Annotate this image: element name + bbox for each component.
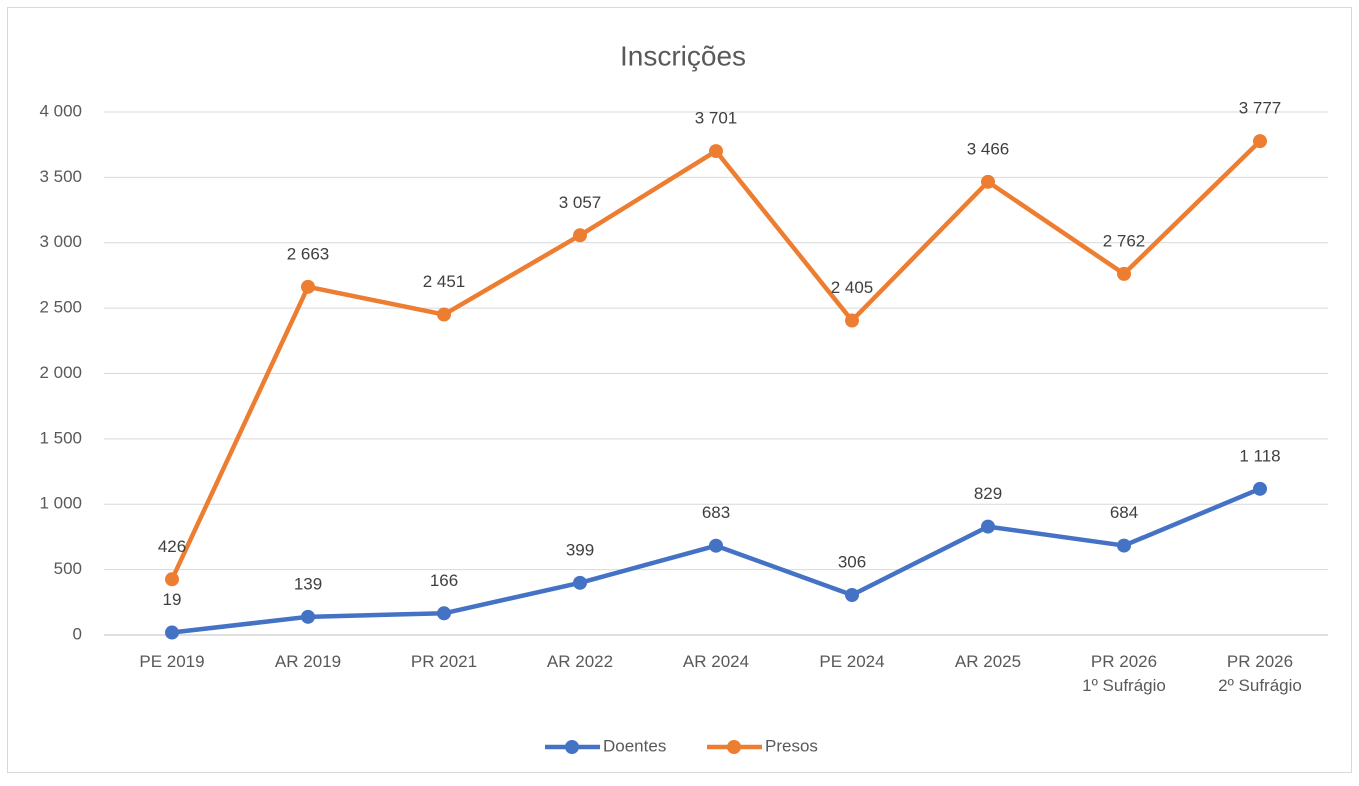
legend-marker — [727, 740, 741, 754]
y-tick-label: 3 000 — [39, 232, 82, 251]
data-label: 3 701 — [695, 109, 738, 128]
data-label: 2 762 — [1103, 231, 1146, 250]
point — [301, 609, 315, 624]
y-tick-label: 3 500 — [39, 167, 82, 186]
x-tick-label: PR 2026 2º Sufrágio — [1218, 652, 1302, 695]
data-label: 19 — [163, 590, 182, 609]
data-label: 399 — [566, 540, 594, 559]
x-tick-line: PR 2026 — [1227, 652, 1293, 671]
legend-marker — [565, 740, 579, 754]
x-tick-line: PR 2021 — [411, 652, 477, 671]
data-label: 2 405 — [831, 278, 874, 297]
y-tick-label: 2 000 — [39, 363, 82, 382]
point — [845, 587, 859, 602]
point — [981, 519, 995, 534]
x-tick-label: AR 2024 — [683, 652, 749, 671]
y-tick-label: 2 500 — [39, 298, 82, 317]
y-tick-label: 1 000 — [39, 494, 82, 513]
x-tick-line: PE 2019 — [139, 652, 204, 671]
data-label: 683 — [702, 503, 730, 522]
x-tick-label: PR 2026 1º Sufrágio — [1082, 652, 1166, 695]
legend-label: Doentes — [603, 736, 666, 755]
x-tick-label: AR 2019 — [275, 652, 341, 671]
data-label: 2 663 — [287, 244, 330, 263]
y-tick-label: 0 — [73, 624, 82, 643]
point — [1117, 266, 1131, 281]
data-label: 684 — [1110, 503, 1138, 522]
point — [1253, 481, 1267, 496]
data-label: 1 118 — [1239, 446, 1280, 465]
x-tick-line: 1º Sufrágio — [1082, 676, 1166, 695]
point — [709, 144, 723, 159]
data-label: 139 — [294, 574, 322, 593]
chart-border — [7, 7, 1352, 773]
data-label: 306 — [838, 552, 866, 571]
x-tick-label: AR 2022 — [547, 652, 613, 671]
point — [1117, 538, 1131, 553]
y-tick-label: 500 — [54, 559, 82, 578]
y-tick-label: 1 500 — [39, 428, 82, 447]
x-tick-label: AR 2025 — [955, 652, 1021, 671]
point — [573, 575, 587, 590]
point — [165, 625, 179, 640]
data-label: 2 451 — [423, 272, 466, 291]
x-tick-line: 2º Sufrágio — [1218, 676, 1302, 695]
point — [573, 228, 587, 243]
point — [437, 606, 451, 621]
x-tick-line: PR 2026 — [1091, 652, 1157, 671]
point — [1253, 134, 1267, 149]
x-tick-line: PE 2024 — [819, 652, 884, 671]
x-tick-label: PE 2024 — [819, 652, 884, 671]
point — [301, 279, 315, 294]
data-label: 3 466 — [967, 139, 1010, 158]
x-tick-line: AR 2025 — [955, 652, 1021, 671]
point — [981, 174, 995, 189]
point — [165, 572, 179, 587]
x-tick-label: PR 2021 — [411, 652, 477, 671]
chart-title: Inscrições — [620, 40, 746, 71]
x-tick-label: PE 2019 — [139, 652, 204, 671]
data-label: 3 777 — [1239, 99, 1282, 118]
x-tick-line: AR 2019 — [275, 652, 341, 671]
data-label: 3 057 — [559, 193, 602, 212]
point — [845, 313, 859, 328]
legend-label: Presos — [765, 736, 818, 755]
y-tick-label: 4 000 — [39, 101, 82, 120]
x-tick-line: AR 2022 — [547, 652, 613, 671]
point — [709, 538, 723, 553]
data-label: 426 — [158, 537, 186, 556]
data-label: 166 — [430, 571, 458, 590]
data-label: 829 — [974, 484, 1002, 503]
x-tick-line: AR 2024 — [683, 652, 749, 671]
point — [437, 307, 451, 322]
